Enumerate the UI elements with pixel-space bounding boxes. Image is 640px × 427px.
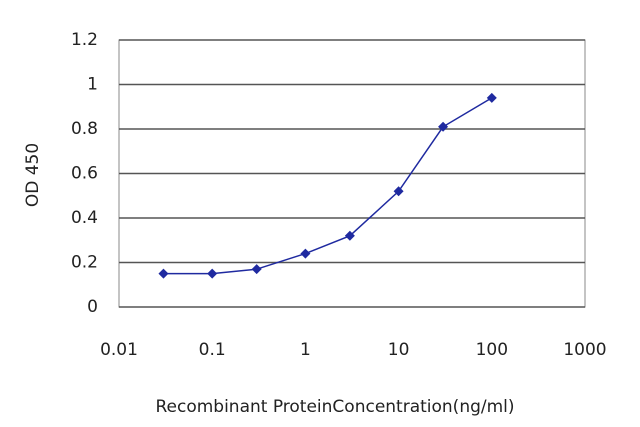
x-tick-label: 10 [388,340,410,360]
data-point [251,264,262,275]
y-tick-label: 0.6 [71,164,98,184]
y-tick-label: 0 [87,297,98,317]
x-tick-label: 100 [476,340,508,360]
data-point [158,268,169,279]
data-point [486,92,497,103]
x-axis-label: Recombinant ProteinConcentration(ng/ml) [155,397,514,417]
x-tick-label: 0.01 [100,340,138,360]
y-axis-label: OD 450 [23,143,43,207]
x-tick-label: 0.1 [199,340,226,360]
y-tick-label: 1.2 [71,30,98,50]
data-point [438,121,449,132]
data-point [207,268,218,279]
y-tick-label: 1 [87,75,98,95]
x-tick-label: 1 [300,340,311,360]
data-point [393,186,404,197]
y-tick-label: 0.2 [71,253,98,273]
data-point [300,248,311,259]
y-tick-label: 0.4 [71,208,98,228]
y-tick-label: 0.8 [71,119,98,139]
x-tick-label: 1000 [563,340,606,360]
data-line [163,97,493,275]
data-point [344,230,355,241]
